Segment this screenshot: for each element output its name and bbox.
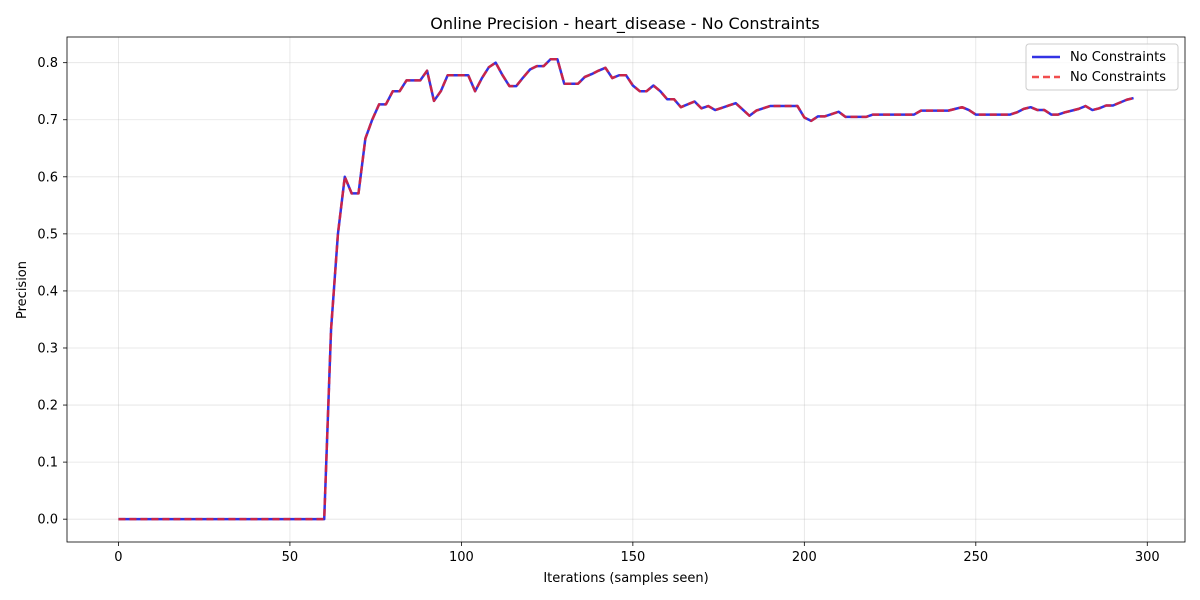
x-tick-label: 250 (963, 550, 988, 565)
chart-title: Online Precision - heart_disease - No Co… (430, 14, 820, 34)
y-axis-ticks: 0.0 0.1 0.2 0.3 0.4 0.5 0.6 0.7 0.8 (37, 56, 67, 528)
series-layer (118, 58, 1134, 521)
x-tick-label: 50 (282, 550, 299, 565)
legend-label-series-1: No Constraints (1070, 50, 1166, 65)
x-tick-label: 200 (792, 550, 817, 565)
y-tick-label: 0.8 (37, 56, 58, 71)
y-tick-label: 0.2 (37, 399, 58, 414)
y-tick-label: 0.4 (37, 284, 58, 299)
y-axis-label: Precision (15, 261, 30, 319)
x-tick-label: 150 (620, 550, 645, 565)
grid-layer (67, 37, 1185, 542)
y-tick-label: 0.0 (37, 513, 58, 528)
legend: No Constraints No Constraints (1025, 43, 1179, 91)
x-tick-label: 300 (1135, 550, 1160, 565)
y-tick-label: 0.6 (37, 170, 58, 185)
y-tick-label: 0.1 (37, 456, 58, 471)
legend-box (1025, 43, 1179, 91)
x-tick-label: 0 (114, 550, 122, 565)
y-tick-label: 0.7 (37, 113, 58, 128)
x-axis-ticks: 0 50 100 150 200 250 300 (114, 542, 1160, 565)
x-axis-label: Iterations (samples seen) (543, 571, 708, 586)
plot-frame (66, 36, 1186, 543)
series-line-2 (118, 58, 1134, 521)
legend-label-series-2: No Constraints (1070, 70, 1166, 85)
y-tick-label: 0.5 (37, 227, 58, 242)
x-tick-label: 100 (449, 550, 474, 565)
y-tick-label: 0.3 (37, 341, 58, 356)
